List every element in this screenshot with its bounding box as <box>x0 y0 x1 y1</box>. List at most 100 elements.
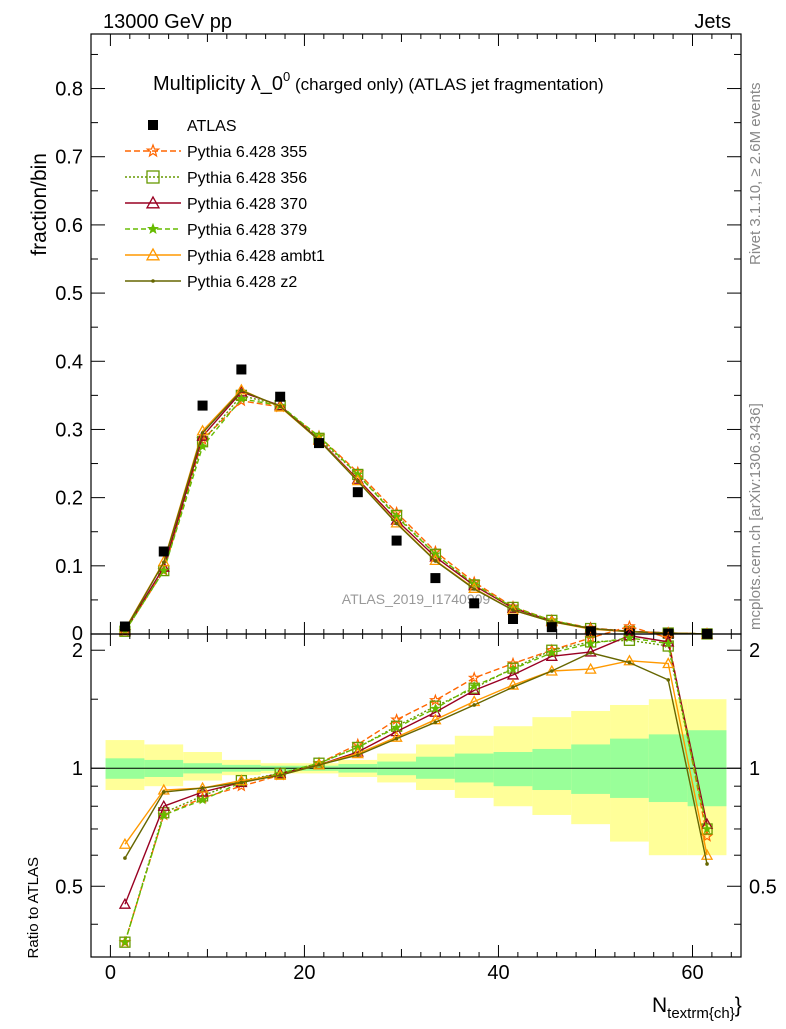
series-point <box>274 400 287 412</box>
ratio-point <box>390 730 403 742</box>
data-point <box>119 621 130 632</box>
series-point <box>197 441 208 451</box>
ratio-point <box>546 647 558 658</box>
main-y-tick-label: 0.7 <box>55 147 83 169</box>
legend-label: Pythia 6.428 z2 <box>187 274 297 291</box>
header-process-label: Jets <box>694 11 731 33</box>
ratio-point <box>118 897 132 909</box>
ratio-line <box>124 634 708 905</box>
ratio-point <box>355 753 360 757</box>
rivet-version-label: Rivet 3.1.10, ≥ 2.6M events <box>747 83 764 266</box>
ratio-point <box>394 736 399 741</box>
data-point <box>546 622 557 633</box>
legend-marker <box>145 247 161 261</box>
ratio-line <box>124 637 708 943</box>
series-point <box>236 393 247 404</box>
inner-band-bin <box>493 752 533 787</box>
series-point <box>351 474 364 486</box>
ratio-y-tick-label-right: 2 <box>749 640 760 662</box>
series-point <box>433 559 438 563</box>
series-point <box>158 565 169 575</box>
ratio-line <box>124 625 708 943</box>
main-y-tick-label: 0.5 <box>55 283 83 305</box>
ratio-point <box>550 669 554 673</box>
main-y-tick-label: 0.1 <box>55 556 83 578</box>
data-point <box>391 535 402 546</box>
series-point <box>429 554 442 566</box>
series-point <box>355 479 360 484</box>
inner-band-bin <box>532 748 572 791</box>
series-point <box>278 404 282 409</box>
series-point <box>390 516 403 528</box>
ratio-series-pythia-6-428-z2 <box>123 651 709 866</box>
legend-label: Pythia 6.428 370 <box>187 196 307 213</box>
x-tick-label: 0 <box>105 962 116 984</box>
legend-marker <box>148 120 158 130</box>
data-point <box>197 400 208 411</box>
main-y-tick-label: 0.8 <box>55 79 83 101</box>
ratio-line <box>124 652 708 865</box>
ratio-y-tick-label: 1 <box>72 758 83 780</box>
ratio-point <box>467 671 481 684</box>
legend-marker <box>151 279 155 283</box>
series-point <box>511 608 515 612</box>
ratio-point <box>197 794 208 805</box>
series-point <box>472 587 477 591</box>
main-y-tick-label: 0.4 <box>55 351 83 373</box>
legend-entry-pythia-6-428-379: Pythia 6.428 379 <box>125 222 307 239</box>
ratio-point <box>662 657 675 669</box>
legend-label: Pythia 6.428 ambt1 <box>187 248 325 265</box>
ratio-y-tick-label-right: 0.5 <box>749 876 777 898</box>
ratio-line <box>124 660 708 856</box>
series-point <box>239 388 244 393</box>
analysis-watermark: ATLAS_2019_I1740909 <box>342 591 491 607</box>
legend-label: Pythia 6.428 355 <box>187 144 307 161</box>
ratio-point <box>623 619 636 632</box>
legend-entry-pythia-6-428-370: Pythia 6.428 370 <box>125 195 307 213</box>
legend-entry-pythia-6-428-356: Pythia 6.428 356 <box>125 170 307 187</box>
ratio-point <box>433 720 438 725</box>
ratio-point <box>588 651 593 655</box>
ratio-point <box>701 823 713 834</box>
ratio-point <box>351 747 364 759</box>
ratio-point <box>623 654 636 666</box>
ratio-point <box>627 660 632 665</box>
ratio-point <box>624 632 635 643</box>
legend-entry-pythia-6-428-355: Pythia 6.428 355 <box>125 143 307 161</box>
ratio-series-group <box>118 619 714 948</box>
x-axis-label: Ntextrm{ch}} <box>652 994 742 1022</box>
ratio-series-pythia-6-428-379 <box>119 632 713 947</box>
ratio-point <box>278 773 282 777</box>
ratio-point <box>391 722 402 733</box>
ratio-point <box>430 703 441 714</box>
x-axis-symbol: N <box>652 994 667 1017</box>
ratio-point <box>157 783 170 795</box>
ratio-point <box>200 786 205 790</box>
data-point <box>430 573 441 584</box>
ratio-point <box>584 645 597 657</box>
legend-label: Pythia 6.428 379 <box>187 222 307 239</box>
series-point <box>200 431 205 435</box>
series-point <box>157 555 170 567</box>
title-suffix: (charged only) (ATLAS jet fragmentation) <box>290 75 603 94</box>
axes-group: 0 20 40 600.10.20.30.40.50.60.70.800.5 0.51 1… <box>55 33 777 984</box>
ratio-point <box>239 780 244 785</box>
ratio-point <box>123 856 127 860</box>
x-axis-closing: } <box>735 994 742 1017</box>
series-line <box>124 400 708 635</box>
legend-entry-pythia-6-428-ambt1: Pythia 6.428 ambt1 <box>125 247 325 265</box>
data-point <box>236 364 247 375</box>
ratio-y-tick-label: 0.5 <box>55 876 83 898</box>
header-energy-label: 13000 GeV pp <box>103 11 232 33</box>
ratio-point <box>705 862 709 866</box>
ratio-point <box>663 638 674 649</box>
main-y-zero-label: 0 <box>72 623 83 645</box>
ratio-y-tick-label-right: 1 <box>749 758 760 780</box>
ratio-point <box>468 680 480 691</box>
data-point <box>158 546 169 557</box>
legend-marker <box>147 222 159 234</box>
series-point <box>161 560 166 565</box>
legend-label: ATLAS <box>187 118 237 135</box>
